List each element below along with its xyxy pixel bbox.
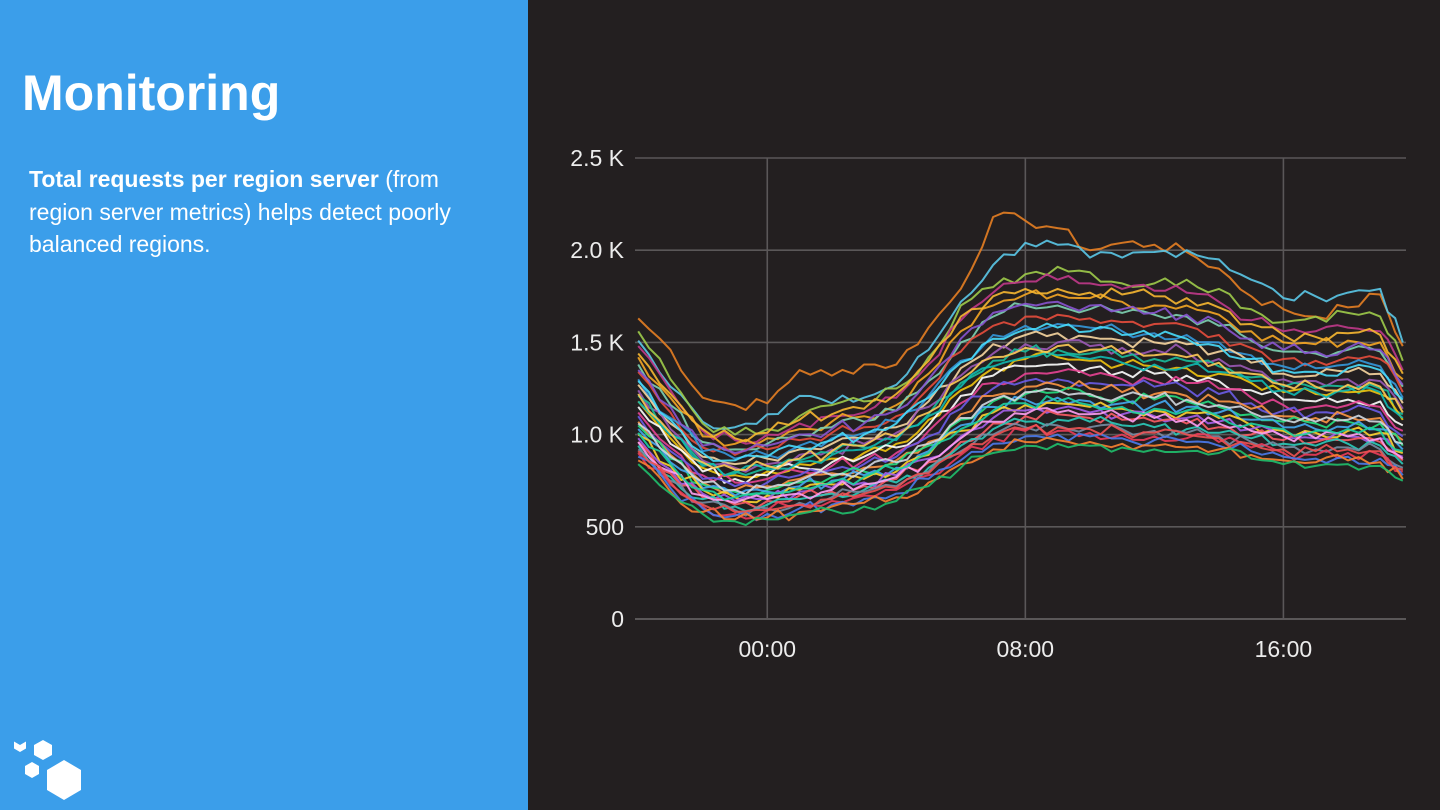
series-line <box>637 339 1404 473</box>
series-line <box>637 380 1404 495</box>
series-line <box>637 265 1404 436</box>
y-tick-label: 1.0 K <box>570 422 624 448</box>
series-line <box>637 436 1404 522</box>
series-line <box>637 407 1404 504</box>
description-rest: (from region server metrics) helps detec… <box>29 166 451 257</box>
series-line <box>637 442 1404 527</box>
series-line <box>637 313 1404 456</box>
series-line <box>637 322 1404 462</box>
series-line <box>637 415 1404 512</box>
slide-description: Total requests per region server (from r… <box>29 163 499 261</box>
y-tick-label: 500 <box>586 514 624 540</box>
requests-line-chart: 0 500 1.0 K 1.5 K 2.0 K 2.5 K 00:00 08:00 16:00 <box>570 145 1406 662</box>
y-tick-label: 1.5 K <box>570 329 624 355</box>
series-line <box>637 273 1404 445</box>
series-line <box>637 395 1404 501</box>
series-line <box>637 289 1404 447</box>
series-line <box>637 432 1404 522</box>
series-line <box>637 351 1404 477</box>
series-line <box>637 377 1404 490</box>
series-line <box>637 387 1404 496</box>
x-tick-label: 00:00 <box>738 636 796 662</box>
x-tick-label: 16:00 <box>1255 636 1313 662</box>
y-tick-label: 0 <box>611 606 624 632</box>
series-line <box>637 423 1404 513</box>
hexagon-cluster-icon <box>14 740 81 800</box>
series-line <box>637 395 1404 497</box>
series-line <box>637 330 1404 466</box>
series-line <box>637 401 1404 504</box>
series-line <box>637 368 1404 485</box>
series-line <box>637 287 1404 443</box>
series-line <box>637 386 1404 497</box>
slide-title: Monitoring <box>22 65 281 121</box>
series-line <box>637 323 1404 460</box>
series-line <box>637 350 1404 479</box>
chart-panel: 0 500 1.0 K 1.5 K 2.0 K 2.5 K 00:00 08:00 16:00 <box>528 0 1440 810</box>
series-line <box>637 409 1404 509</box>
description-bold: Total requests per region server <box>29 166 379 192</box>
series-line <box>637 239 1404 430</box>
left-panel: Monitoring Total requests per region ser… <box>0 0 528 810</box>
series-line <box>637 344 1404 477</box>
series-line <box>637 302 1404 451</box>
series-line <box>637 300 1404 454</box>
series-line <box>637 211 1404 411</box>
series-line <box>637 362 1404 484</box>
y-tick-label: 2.0 K <box>570 237 624 263</box>
x-tick-label: 08:00 <box>997 636 1055 662</box>
y-tick-label: 2.5 K <box>570 145 624 171</box>
series-line <box>637 343 1404 471</box>
series-line <box>637 422 1404 517</box>
